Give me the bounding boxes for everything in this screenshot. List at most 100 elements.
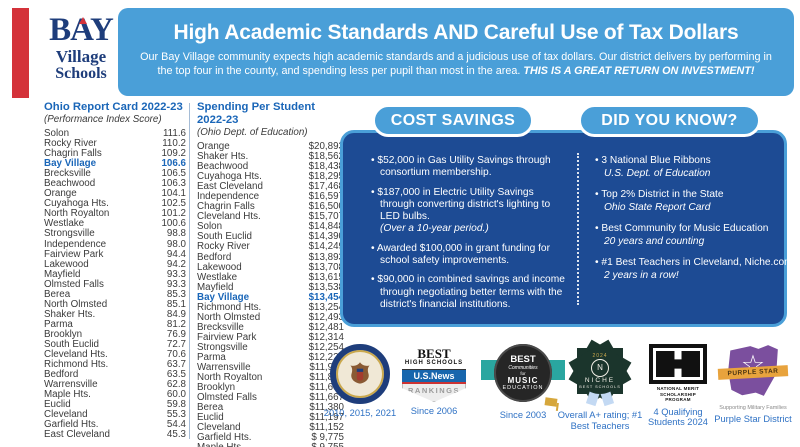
table-row: Brooklyn 76.9 bbox=[44, 329, 186, 340]
badge-caption: 2010, 2015, 2021 bbox=[323, 408, 397, 418]
table-row: Bedford 63.5 bbox=[44, 370, 186, 380]
district-value: $13,254 bbox=[308, 301, 344, 313]
did-you-know-text: • Best Community for Music Education bbox=[595, 223, 787, 236]
bullet-icon: • bbox=[371, 274, 378, 286]
district-value: $13,454 bbox=[308, 291, 344, 303]
subtitle-emphasis: THIS IS A GREAT RETURN ON INVESTMENT! bbox=[523, 64, 755, 77]
did-you-know-item: • Best Community for Music Education 20 y… bbox=[595, 223, 787, 248]
district-name: Garfield Hts. bbox=[197, 432, 252, 444]
district-value: 106.3 bbox=[161, 178, 186, 190]
logo-schools: Schools bbox=[55, 65, 107, 82]
district-value: $13,615 bbox=[308, 271, 344, 283]
table-row: Rocky River 110.2 bbox=[44, 138, 186, 150]
table-row: Parma $12,222 bbox=[197, 351, 344, 363]
district-name: Mayfield bbox=[197, 281, 234, 293]
table-row: Garfield Hts. 54.4 bbox=[44, 420, 186, 430]
table-row: Maple Hts. $ 9,755 bbox=[197, 443, 344, 447]
district-value: 81.2 bbox=[166, 318, 186, 330]
music-education-badge-icon: BEST Communities for MUSIC EDUCATION bbox=[481, 344, 565, 407]
music-for-label: for bbox=[520, 370, 526, 376]
table-row: Strongsville 98.8 bbox=[44, 229, 186, 239]
district-value: 55.3 bbox=[166, 409, 186, 421]
cost-savings-header: COST SAVINGS bbox=[372, 104, 534, 137]
district-value: 84.9 bbox=[166, 308, 186, 320]
district-name: Independence bbox=[197, 191, 260, 203]
report-card-list: Solon 111.6 Rocky River 110.2 Chagrin Falls 1… bbox=[44, 128, 186, 440]
district-value: $12,254 bbox=[308, 341, 344, 353]
district-name: Cuyahoga Hts. bbox=[197, 171, 262, 183]
table-row: Orange 104.1 bbox=[44, 189, 186, 199]
district-name: Rocky River bbox=[44, 138, 97, 150]
cost-savings-item: • $187,000 in Electric Utility Savings t… bbox=[371, 187, 571, 236]
bullet-icon: • bbox=[595, 257, 602, 268]
table-row: Westlake $13,615 bbox=[197, 271, 344, 283]
did-you-know-source: Ohio State Report Card bbox=[604, 201, 711, 213]
district-name: East Cleveland bbox=[44, 429, 110, 441]
district-name: South Euclid bbox=[44, 338, 100, 350]
district-value: 94.4 bbox=[166, 248, 186, 260]
table-row: Beachwood 106.3 bbox=[44, 179, 186, 189]
district-logo: BAY Village Schools bbox=[40, 14, 122, 82]
district-name: Maple Hts. bbox=[44, 389, 91, 401]
music-best-label: BEST bbox=[510, 353, 536, 365]
table-row: Richmond Hts. 63.7 bbox=[44, 360, 186, 370]
district-name: South Euclid bbox=[197, 231, 253, 243]
district-value: $11,940 bbox=[309, 362, 344, 374]
did-you-know-fact: Top 2% District in the State bbox=[601, 189, 724, 200]
table-row: North Olmsted $12,493 bbox=[197, 311, 344, 323]
district-value: 100.6 bbox=[161, 218, 186, 230]
district-value: $15,707 bbox=[308, 211, 344, 223]
badge-music-education: BEST Communities for MUSIC EDUCATION Sin… bbox=[481, 344, 565, 421]
district-name: Cleveland bbox=[197, 422, 241, 434]
badge-caption: Overall A+ rating; #1 Best Teachers bbox=[557, 410, 643, 431]
district-value: $12,222 bbox=[308, 351, 344, 363]
district-name: Brecksville bbox=[44, 168, 91, 180]
district-value: $11,694 bbox=[309, 382, 344, 394]
district-name: Lakewood bbox=[197, 261, 242, 273]
panel-dotted-divider bbox=[577, 153, 579, 305]
cost-savings-item: • $52,000 in Gas Utility Savings through… bbox=[371, 155, 571, 180]
badge-blue-ribbon: 2010, 2015, 2021 bbox=[322, 344, 398, 419]
district-value: $17,468 bbox=[308, 181, 344, 193]
district-name: Brecksville bbox=[197, 321, 244, 333]
district-value: 111.6 bbox=[162, 128, 186, 139]
niche-name-label: NICHE bbox=[584, 376, 616, 384]
table-row: South Euclid $14,390 bbox=[197, 232, 344, 242]
did-you-know-item: • #1 Best Teachers in Cleveland, Niche.c… bbox=[595, 257, 793, 282]
bullet-icon: • bbox=[595, 223, 602, 234]
column-divider bbox=[189, 103, 190, 439]
table-row: North Royalton 101.2 bbox=[44, 209, 186, 219]
badge-caption: 4 Qualifying Students 2024 bbox=[648, 406, 708, 428]
district-value: $11,844 bbox=[309, 372, 344, 384]
district-name: East Cleveland bbox=[197, 181, 263, 193]
did-you-know-text: • #1 Best Teachers in Cleveland, Niche.c… bbox=[595, 257, 793, 270]
table-row: Cuyahoga Hts. 102.5 bbox=[44, 199, 186, 209]
district-value: $16,597 bbox=[308, 191, 344, 203]
district-name: North Olmsted bbox=[44, 298, 108, 310]
district-value: 94.2 bbox=[166, 258, 186, 270]
district-value: $18,562 bbox=[308, 151, 344, 163]
table-row: Warrensville $11,940 bbox=[197, 362, 344, 374]
district-value: $18,295 bbox=[308, 171, 344, 183]
table-row: East Cleveland 45.3 bbox=[44, 430, 186, 440]
district-value: $12,481 bbox=[308, 321, 344, 333]
table-row: Olmsted Falls 93.3 bbox=[44, 279, 186, 290]
logo-village: Village bbox=[55, 47, 107, 66]
district-value: $12,493 bbox=[308, 311, 344, 323]
district-name: Brooklyn bbox=[197, 382, 236, 394]
table-row: East Cleveland $17,468 bbox=[197, 182, 344, 192]
did-you-know-item: • Top 2% District in the State Ohio State… bbox=[595, 189, 787, 214]
merit-line1: NATIONAL MERIT bbox=[656, 386, 700, 391]
table-row: Warrensville 62.8 bbox=[44, 380, 186, 390]
info-panel: • $52,000 in Gas Utility Savings through… bbox=[340, 130, 793, 327]
district-name: Orange bbox=[197, 141, 230, 152]
supporting-military-label: Supporting Military Families bbox=[719, 405, 787, 411]
district-name: Beachwood bbox=[44, 178, 96, 190]
table-row: Mayfield $13,538 bbox=[197, 281, 344, 293]
district-name: Bay Village bbox=[197, 291, 250, 303]
district-value: $13,538 bbox=[308, 281, 344, 293]
usn-usnews-label: U.S.News bbox=[402, 370, 466, 384]
table-row: Shaker Hts. $18,562 bbox=[197, 151, 344, 163]
district-name: Lakewood bbox=[44, 258, 89, 270]
sailboat-icon bbox=[79, 17, 87, 24]
